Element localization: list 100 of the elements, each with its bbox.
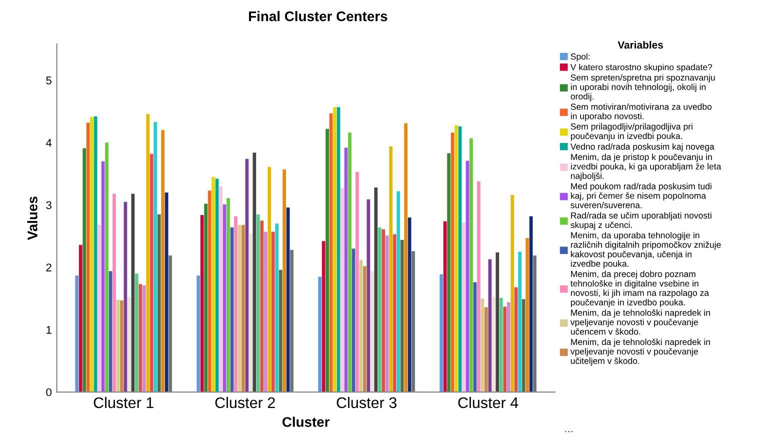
bar	[268, 166, 272, 392]
x-tick-label: Cluster 4	[458, 396, 518, 408]
y-tick-label: 5	[46, 76, 52, 84]
bar	[454, 125, 458, 392]
bar	[496, 252, 500, 392]
bar	[488, 259, 492, 392]
y-axis-title: Values	[27, 196, 38, 240]
bar	[385, 236, 389, 392]
legend-label: Spol:	[570, 53, 590, 62]
bar	[522, 299, 526, 392]
bar	[234, 216, 238, 392]
bar	[506, 302, 510, 392]
bar	[226, 198, 230, 392]
x-tick-label: Cluster 1	[94, 396, 154, 408]
bar	[252, 152, 256, 392]
chart-title: Final Cluster Centers	[249, 11, 388, 22]
bar	[348, 132, 352, 392]
bar	[389, 146, 393, 392]
y-tick-label: 1	[46, 326, 52, 334]
bar	[256, 214, 260, 392]
legend-label: Menim, da je tehnološki napredek in vpeljevanje novosti v poučevanje učiteljem v škodo.	[570, 338, 710, 366]
x-tick-label: Cluster 3	[336, 396, 396, 408]
bar	[326, 128, 330, 392]
bar	[86, 122, 90, 392]
y-tick-label: 2	[46, 264, 52, 272]
bar	[105, 142, 108, 392]
bar	[526, 238, 529, 392]
bar	[447, 153, 450, 392]
y-tick-label: 0	[46, 388, 52, 396]
bar	[412, 251, 415, 392]
x-axis-title: Cluster	[282, 416, 330, 427]
bar	[278, 270, 282, 392]
bar	[168, 255, 172, 392]
bar	[196, 275, 200, 392]
bar	[484, 307, 488, 392]
bar	[242, 224, 245, 392]
bar	[322, 241, 326, 392]
bar	[157, 214, 161, 392]
bar	[370, 271, 374, 392]
bar	[204, 204, 208, 392]
bar	[275, 224, 279, 392]
legend-title: Variables	[618, 40, 663, 49]
bar	[264, 232, 268, 392]
bar	[75, 275, 79, 392]
bar	[249, 233, 252, 392]
bar	[356, 172, 359, 392]
bar	[134, 274, 138, 392]
text: …	[565, 431, 572, 432]
y-tick-label: 3	[46, 201, 52, 210]
bar	[533, 255, 536, 392]
legend-label: Menim, da uporaba tehnologije in različnih digitalnih pripomočkov znižuje kakovost poučevanja, učenja in izvedbe pouka.	[570, 232, 721, 268]
bar	[470, 138, 473, 392]
bar	[503, 306, 507, 392]
x-tick-label: Cluster 2	[215, 396, 275, 408]
bar	[98, 224, 101, 392]
bar	[378, 227, 382, 392]
bar	[146, 114, 150, 392]
bar	[212, 176, 215, 392]
bar	[128, 296, 131, 392]
bar	[382, 229, 386, 392]
legend-label: Menim, da je pristop k poučevanju in izvedbi pouka, ki ga uporabljam že leta najboljši.	[570, 154, 722, 181]
bar	[400, 240, 404, 392]
bar	[164, 192, 168, 392]
bar	[82, 148, 86, 392]
bar	[78, 244, 82, 392]
bar	[318, 276, 322, 392]
bar	[443, 221, 447, 392]
y-tick-label: 4	[46, 139, 52, 147]
bar	[142, 285, 146, 392]
bar	[340, 188, 344, 392]
bar	[282, 169, 286, 392]
bar	[518, 252, 522, 392]
bar	[492, 296, 496, 392]
bar	[112, 194, 116, 392]
legend-label: Rad/rada se učim uporabljati novosti skupaj z učenci.	[570, 212, 712, 230]
legend-label: Sem motiviran/motivirana za uvedbo in uporabo novosti.	[570, 103, 712, 121]
legend-label: V katero starostno skupino spadate?	[570, 64, 712, 72]
legend-label: Menim, da je tehnološki napredek in vpeljevanje novosti v poučevanje učencem v škodo.	[570, 309, 710, 335]
bar	[154, 122, 158, 392]
bar	[440, 274, 444, 392]
bar	[286, 207, 290, 392]
bar	[271, 232, 275, 392]
bar	[514, 287, 518, 392]
legend-label: Menim, da precej dobro poznam tehnološke in digitalne vsebine in novosti, ki jih imam na razpolago za poučevanje in izvedbo pouka.	[570, 270, 709, 308]
legend-label: Sem spreten/spretna pri spoznavanju in uporabi novih tehnologij, okolij in orodij.	[570, 74, 715, 102]
bar	[260, 220, 264, 392]
bar	[499, 298, 503, 392]
bar	[510, 195, 514, 392]
bar	[477, 181, 480, 392]
bar	[161, 130, 165, 392]
bar	[290, 250, 294, 392]
bar	[333, 107, 336, 392]
legend-label: Med poukom rad/rada poskusim tudi kaj, pri čemer še nisem popolnoma suveren/suverena.	[570, 182, 712, 208]
legend-label: Sem prilagodljiv/prilagodljiva pri poučevanju in izvedbi pouka.	[570, 123, 692, 141]
bar	[392, 234, 396, 392]
bar	[374, 188, 378, 392]
bar	[120, 300, 124, 392]
bar	[208, 190, 212, 392]
bar	[404, 123, 408, 392]
bar	[90, 117, 94, 392]
